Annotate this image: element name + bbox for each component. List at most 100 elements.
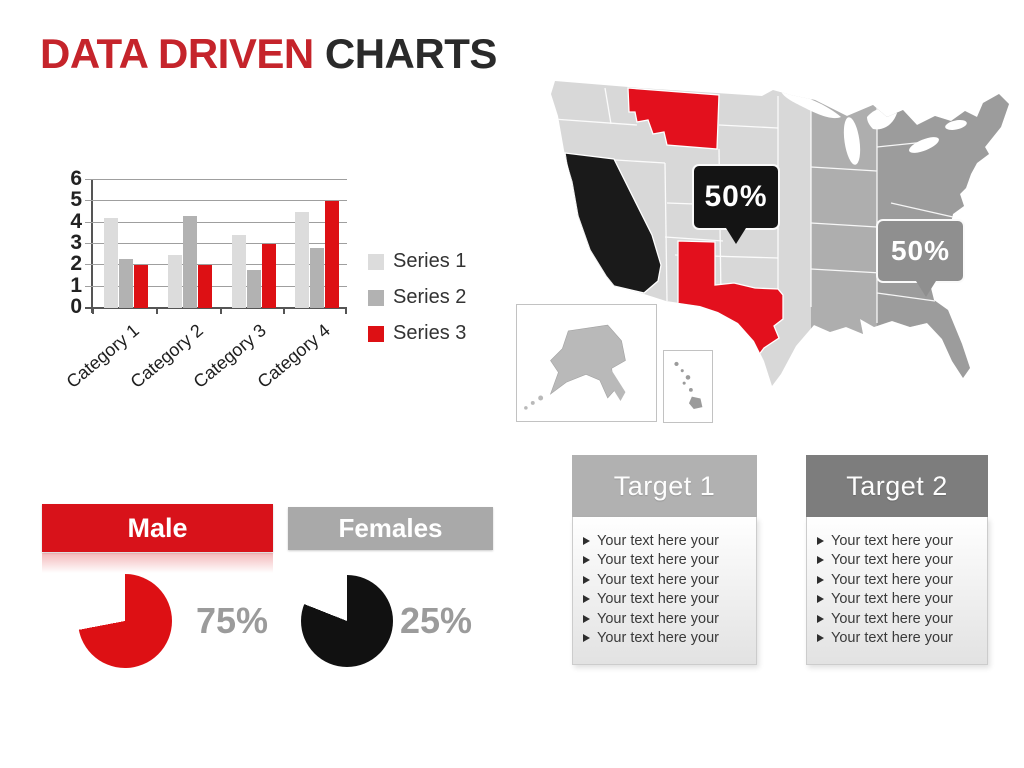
x-axis-tick: [92, 308, 94, 314]
x-axis-tick: [283, 308, 286, 314]
y-axis-tick-label: 0: [70, 295, 82, 318]
bullet-text: Your text here your: [831, 571, 953, 588]
bullet-text: Your text here your: [831, 630, 953, 646]
target-1-list: Your text here your Your text here your Yo…: [572, 517, 757, 665]
bar-chart: Category 1 Category 2 Category 3 Category 4…: [63, 167, 347, 392]
bar-series-3: [325, 201, 340, 308]
bullet-arrow-icon: [817, 575, 824, 584]
bar-series-1: [104, 218, 118, 308]
y-axis-tick-label: 2: [70, 252, 82, 276]
bullet-text: Your text here your: [831, 591, 953, 607]
gridline: [85, 307, 347, 309]
bullet-arrow-icon: [583, 556, 590, 564]
legend-label: Series 2: [393, 286, 467, 308]
hawaii-inset: [663, 350, 713, 423]
y-axis-tick-label: 4: [70, 209, 82, 233]
callout-label: 50%: [890, 235, 951, 266]
title-red-part: DATA DRIVEN: [40, 30, 314, 77]
state-borders: [552, 87, 954, 323]
male-banner-label: Male: [127, 512, 188, 543]
series1-swatch-icon: [368, 253, 384, 270]
bullet-arrow-icon: [817, 595, 824, 603]
callout-florida: 50%: [876, 219, 965, 297]
y-axis-tick-label: 5: [70, 188, 82, 212]
bullet-arrow-icon: [583, 536, 590, 545]
hawaii-shape: [674, 361, 703, 410]
bullet-text: Your text here your: [597, 630, 719, 646]
bar-series-3: [197, 265, 212, 308]
bar-series-1: [231, 235, 246, 308]
gridline: [85, 200, 347, 202]
bullet-line: Your text here your: [583, 611, 750, 627]
bar-series-2: [119, 258, 133, 308]
females-banner: Females: [288, 507, 493, 550]
bar-series-3: [134, 265, 148, 308]
legend-item: Series 2: [368, 286, 466, 309]
bullet-arrow-icon: [817, 614, 824, 623]
state-montana: [627, 87, 720, 150]
legend-item: Series 3: [368, 322, 466, 345]
bullet-text: Your text here your: [597, 532, 719, 549]
state-california: [564, 152, 662, 294]
bullet-text: Your text here your: [831, 532, 953, 549]
bullet-line: Your text here your: [817, 572, 981, 588]
legend-item: Series 1: [368, 250, 466, 273]
y-axis-tick-label: 3: [70, 231, 82, 254]
series2-swatch-icon: [368, 289, 384, 306]
females-pie-chart: [301, 575, 393, 667]
bar-series-3: [261, 244, 276, 308]
series3-swatch-icon: [368, 325, 384, 342]
legend-label: Series 1: [393, 250, 467, 272]
bullet-line: Your text here your: [583, 572, 750, 588]
gridline: [85, 264, 347, 266]
y-axis-tick-label: 1: [70, 273, 82, 297]
bullet-line: Your text here your: [817, 552, 981, 568]
bullet-line: Your text here your: [817, 630, 981, 646]
bullet-line: Your text here your: [583, 552, 750, 568]
bullet-text: Your text here your: [597, 571, 719, 588]
bullet-text: Your text here your: [831, 610, 953, 627]
alaska-inset: [516, 304, 657, 422]
bullet-arrow-icon: [583, 595, 590, 603]
bullet-arrow-icon: [583, 634, 590, 642]
bar-series-1: [295, 212, 310, 308]
x-axis-labels: Category 1 Category 2 Category 3 Category 4: [63, 320, 347, 430]
bar-series-2: [246, 269, 261, 308]
gridline: [85, 179, 347, 180]
alaska-shape: [524, 324, 626, 410]
male-banner-reflection: [42, 553, 273, 573]
target-2-header: Target 2: [806, 455, 988, 517]
females-percent: 25%: [400, 600, 473, 641]
x-axis-tick: [219, 308, 222, 314]
bullet-line: Your text here your: [583, 630, 750, 646]
legend-label: Series 3: [393, 322, 467, 344]
male-banner: Male: [42, 504, 273, 552]
bullet-line: Your text here your: [583, 533, 750, 549]
us-map: [551, 81, 1009, 386]
male-pie-chart: [78, 574, 172, 668]
target-1-header: Target 1: [572, 455, 757, 517]
bullet-line: Your text here your: [583, 591, 750, 607]
bar-series-1: [167, 254, 182, 308]
females-banner-label: Females: [338, 513, 443, 543]
bullet-line: Your text here your: [817, 611, 981, 627]
gridline: [85, 221, 347, 223]
bullet-text: Your text here your: [597, 610, 719, 627]
target-2-list: Your text here your Your text here your Yo…: [806, 517, 988, 665]
callout-texas: 50%: [692, 164, 780, 244]
bullet-arrow-icon: [583, 575, 590, 584]
bullet-line: Your text here your: [817, 591, 981, 607]
bullet-arrow-icon: [583, 614, 590, 623]
gridline: [85, 243, 347, 244]
title-dark-part: CHARTS: [313, 30, 498, 77]
bullet-line: Your text here your: [817, 533, 981, 549]
y-axis-line: [91, 180, 93, 313]
target-1-box: Target 1 Your text here your Your text he…: [572, 455, 757, 665]
bullet-arrow-icon: [817, 556, 824, 564]
bullet-text: Your text here your: [831, 552, 953, 568]
bullet-text: Your text here your: [597, 591, 719, 607]
male-percent: 75%: [196, 600, 269, 641]
bar-series-2: [182, 216, 197, 308]
bullet-arrow-icon: [817, 634, 824, 642]
